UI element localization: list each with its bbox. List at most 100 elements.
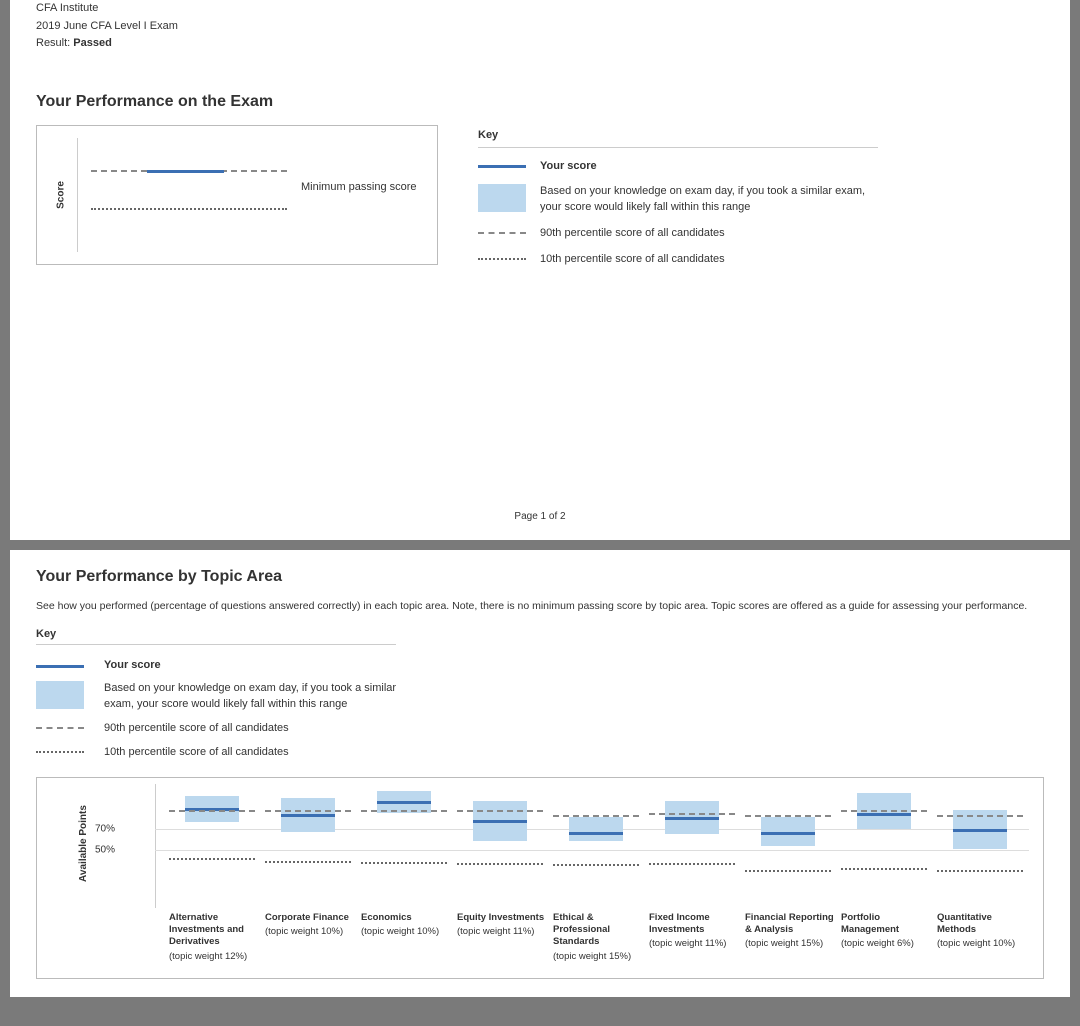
topic-column xyxy=(745,784,831,904)
score-line xyxy=(473,820,527,823)
key-panel: Key Your score Based on your knowledge o… xyxy=(478,125,878,278)
page-1: CFA Institute 2019 June CFA Level I Exam… xyxy=(10,0,1070,540)
key-row-p10: 10th percentile score of all candidates xyxy=(478,252,878,268)
topic-weight: (topic weight 6%) xyxy=(841,938,933,950)
key-row-p90: 90th percentile score of all candidates xyxy=(478,226,878,242)
topic-name: Portfolio Management xyxy=(841,912,933,937)
topics-subtext: See how you performed (percentage of que… xyxy=(36,600,1044,612)
key2-divider xyxy=(36,644,396,645)
topic-label: Ethical & Professional Standards(topic w… xyxy=(553,912,645,963)
topic-label: Equity Investments(topic weight 11%) xyxy=(457,912,549,939)
result-line: Result: Passed xyxy=(36,35,1044,53)
key2-title: Key xyxy=(36,628,1044,640)
tick-label: 70% xyxy=(95,824,115,835)
topic-weight: (topic weight 15%) xyxy=(745,938,837,950)
key2-row-range: Based on your knowledge on exam day, if … xyxy=(36,681,1044,713)
topic-name: Fixed Income Investments xyxy=(649,912,741,937)
key2-row-score: Your score xyxy=(36,659,1044,673)
topic-label: Fixed Income Investments(topic weight 11… xyxy=(649,912,741,951)
topic-label: Financial Reporting & Analysis(topic wei… xyxy=(745,912,837,951)
p90-line xyxy=(169,810,255,812)
key2-p10: 10th percentile score of all candidates xyxy=(104,745,289,761)
topic-y-axis-label: Available Points xyxy=(78,805,89,882)
key2-p90: 90th percentile score of all candidates xyxy=(104,721,289,737)
key2-row-p10: 10th percentile score of all candidates xyxy=(36,745,1044,761)
p90-line xyxy=(457,810,543,812)
topic-name: Ethical & Professional Standards xyxy=(553,912,645,949)
p10-line xyxy=(649,863,735,865)
key-row-range: Based on your knowledge on exam day, if … xyxy=(478,184,878,216)
range-box-icon xyxy=(36,681,90,709)
score-line-icon xyxy=(36,659,90,673)
topics-title: Your Performance by Topic Area xyxy=(36,568,1044,586)
topic-name: Economics xyxy=(361,912,453,924)
score-line xyxy=(281,814,335,817)
performance-title: Your Performance on the Exam xyxy=(36,93,1044,111)
topic-name: Financial Reporting & Analysis xyxy=(745,912,837,937)
key-range-text: Based on your knowledge on exam day, if … xyxy=(540,184,878,216)
page-2: Your Performance by Topic Area See how y… xyxy=(10,550,1070,997)
p90-line xyxy=(361,810,447,812)
topic-label: Economics(topic weight 10%) xyxy=(361,912,453,939)
p10-line xyxy=(553,864,639,866)
mps-label: Minimum passing score xyxy=(301,181,417,193)
score-line xyxy=(953,829,1007,832)
p90-line xyxy=(265,810,351,812)
topic-column xyxy=(169,784,255,904)
key-your-score: Your score xyxy=(540,160,597,172)
topic-label: Corporate Finance(topic weight 10%) xyxy=(265,912,357,939)
result-value: Passed xyxy=(73,37,112,49)
p10-line xyxy=(361,862,447,864)
topic-column xyxy=(649,784,735,904)
score-line xyxy=(761,832,815,835)
p10-line xyxy=(937,870,1023,872)
p10-line xyxy=(841,868,927,870)
topic-plot: 70%50% xyxy=(125,784,1029,904)
chart-plot: Minimum passing score xyxy=(77,138,427,252)
topic-column xyxy=(361,784,447,904)
dot-line-icon xyxy=(478,252,526,266)
topic-label: Quantitative Methods(topic weight 10%) xyxy=(937,912,1029,951)
tick-label: 50% xyxy=(95,844,115,855)
p90-line xyxy=(649,813,735,815)
topic-column xyxy=(457,784,543,904)
topic-weight: (topic weight 11%) xyxy=(457,926,549,938)
performance-chart: Score Minimum passing score xyxy=(36,125,438,265)
key-p10: 10th percentile score of all candidates xyxy=(540,252,725,268)
p90-line xyxy=(937,815,1023,817)
topic-chart: Available Points 70%50% Alternative Inve… xyxy=(36,777,1044,979)
key2-range-text: Based on your knowledge on exam day, if … xyxy=(104,681,414,713)
your-score-line xyxy=(147,170,224,173)
exam-name: 2019 June CFA Level I Exam xyxy=(36,18,1044,36)
key-title: Key xyxy=(478,129,878,141)
topic-column xyxy=(265,784,351,904)
topic-label: Alternative Investments and Derivatives (… xyxy=(169,912,261,963)
key-p90: 90th percentile score of all candidates xyxy=(540,226,725,242)
topic-weight: (topic weight 10%) xyxy=(265,926,357,938)
dash-line-icon xyxy=(478,226,526,240)
topic-weight: (topic weight 11%) xyxy=(649,938,741,950)
topic-axis-line xyxy=(155,784,156,908)
topic-column xyxy=(553,784,639,904)
dash-line-icon xyxy=(36,721,90,735)
p10-line xyxy=(457,863,543,865)
topic-name: Alternative Investments and Derivatives xyxy=(169,912,261,949)
score-axis-label: Score xyxy=(55,181,66,209)
score-line xyxy=(665,817,719,820)
key-divider xyxy=(478,147,878,148)
key2-row-p90: 90th percentile score of all candidates xyxy=(36,721,1044,737)
p90-line xyxy=(841,810,927,812)
key-row-score: Your score xyxy=(478,160,878,174)
topic-weight: (topic weight 12%) xyxy=(169,951,261,963)
p10-line xyxy=(169,858,255,860)
score-line xyxy=(377,801,431,804)
topic-column xyxy=(841,784,927,904)
range-box xyxy=(569,817,623,841)
topic-label: Portfolio Management(topic weight 6%) xyxy=(841,912,933,951)
p10-line xyxy=(91,208,287,210)
p90-line xyxy=(745,815,831,817)
p10-line xyxy=(745,870,831,872)
dot-line-icon xyxy=(36,745,90,759)
performance-row: Score Minimum passing score Key Your sco… xyxy=(36,125,1044,278)
institute-name: CFA Institute xyxy=(36,0,1044,18)
